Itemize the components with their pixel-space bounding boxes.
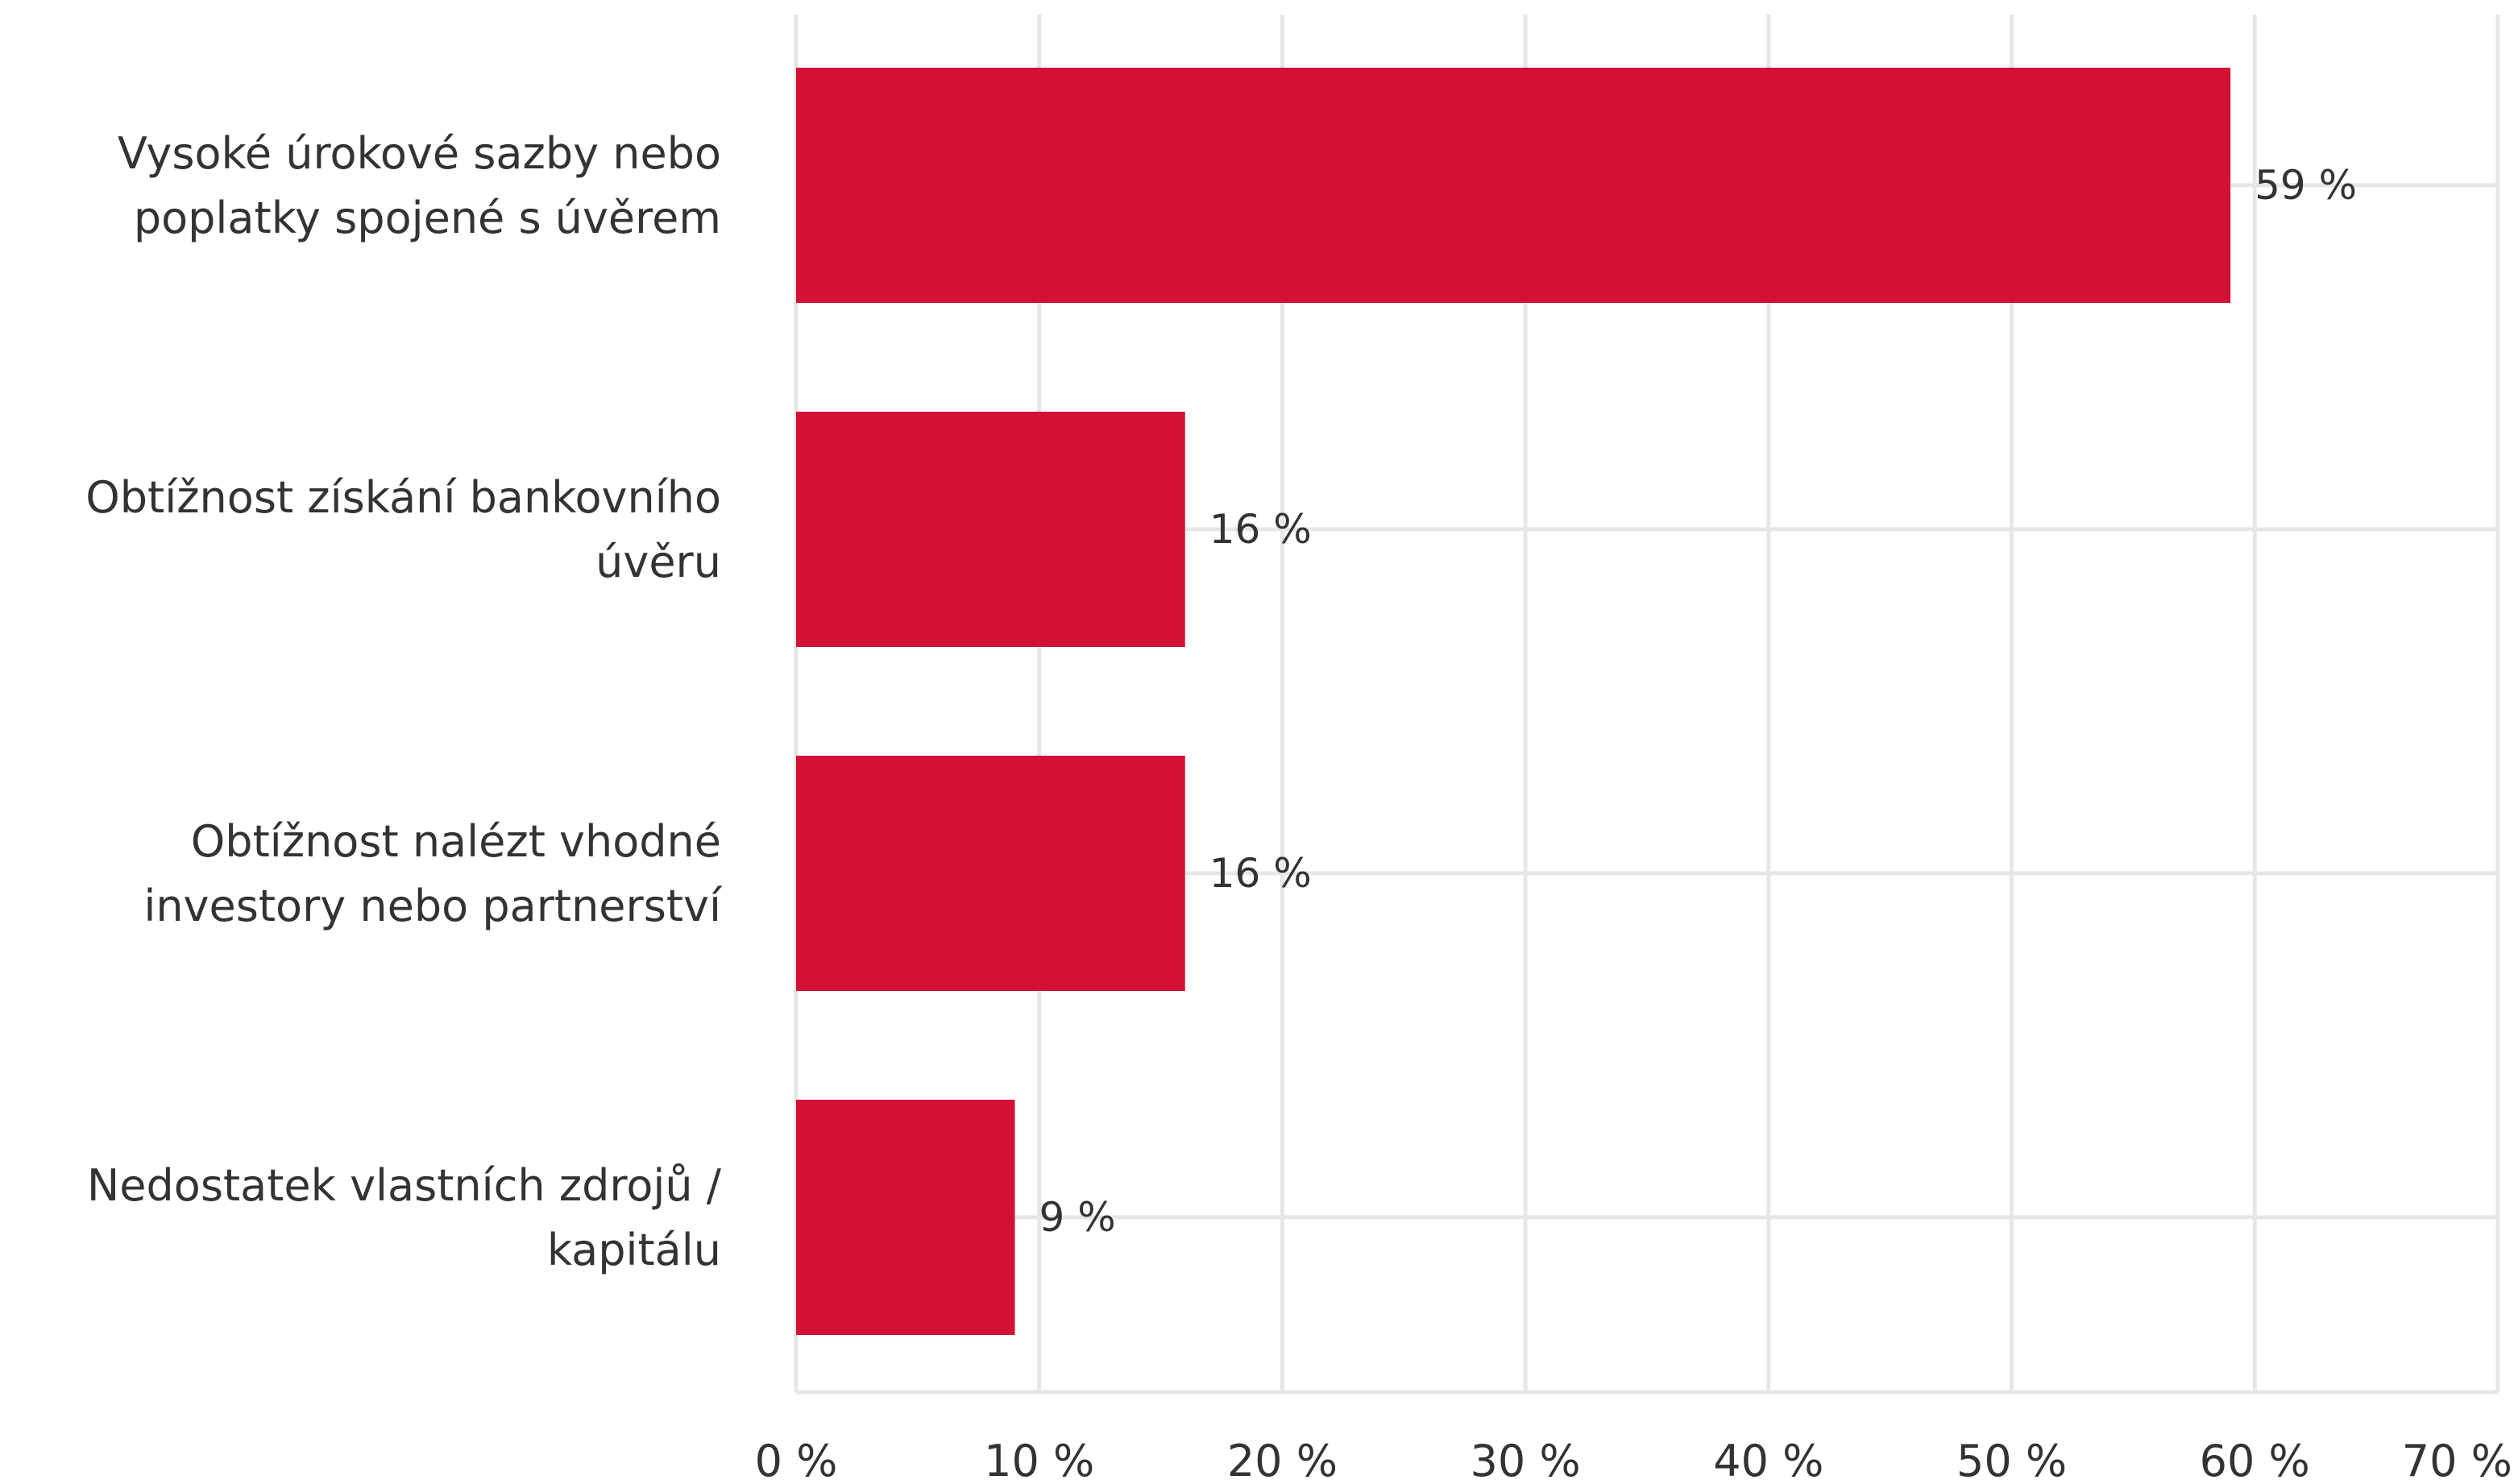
category-label: investory nebo partnerství [143,881,723,931]
bar [796,1100,1015,1335]
x-tick-label: 20 % [1227,1436,1338,1484]
ticks-layer: 0 % 10 % 20 % 30 % 40 % 50 % 60 % 70 % [755,1436,2512,1484]
data-label: 59 % [2255,162,2357,209]
x-tick-label: 10 % [984,1436,1094,1484]
labels-layer: 59 % Vysoké úrokové sazby nebo poplatky sp… [85,128,2357,1275]
category-label: Obtížnost nalézt vhodné [191,816,721,867]
bar [796,68,2231,303]
x-tick-label: 60 % [2200,1436,2310,1484]
x-tick-label: 30 % [1471,1436,1581,1484]
category-label: Obtížnost získání bankovního [85,472,721,523]
category-label: Vysoké úrokové sazby nebo [118,128,721,179]
bars-layer [796,68,2231,1335]
category-label: poplatky spojené s úvěrem [134,193,721,243]
bar [796,756,1185,991]
category-label: kapitálu [547,1225,721,1275]
data-label: 9 % [1039,1194,1116,1241]
x-tick-label: 70 % [2402,1436,2512,1484]
x-tick-label: 0 % [755,1436,838,1484]
category-label: úvěru [595,537,721,587]
data-label: 16 % [1209,506,1312,553]
x-tick-label: 40 % [1713,1436,1823,1484]
category-label: Nedostatek vlastních zdrojů / [87,1160,722,1211]
data-label: 16 % [1209,850,1312,897]
x-tick-label: 50 % [1956,1436,2067,1484]
bar [796,412,1185,647]
